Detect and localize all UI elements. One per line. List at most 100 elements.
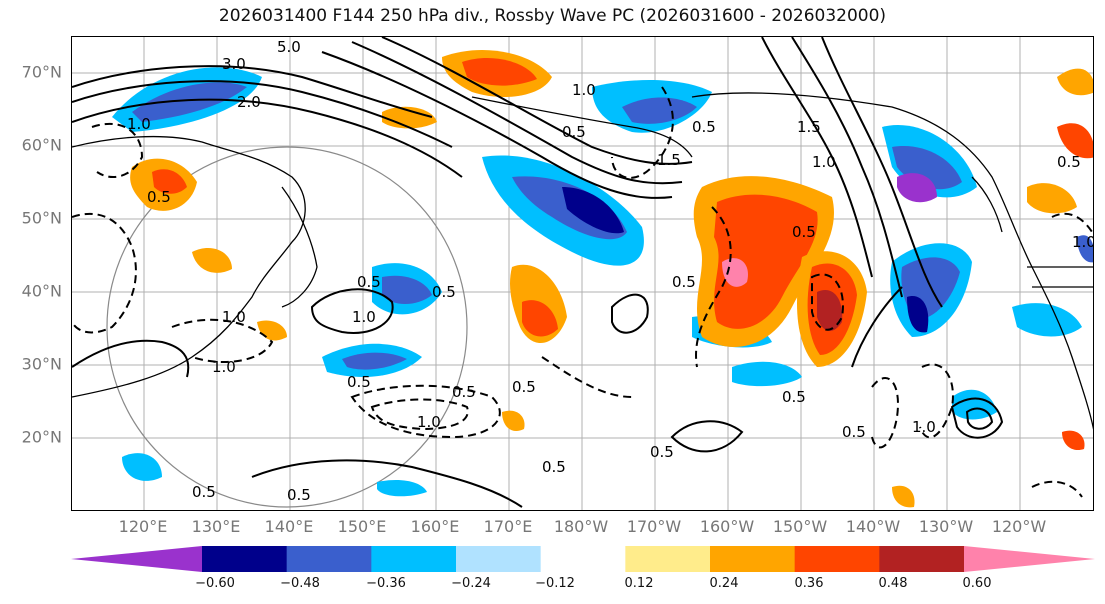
contour-label: 0.5 xyxy=(192,483,216,501)
contour-label: 1.5 xyxy=(797,118,821,136)
contour-label: 0.5 xyxy=(542,458,566,476)
fill-pos-korea xyxy=(192,248,232,273)
contour-dashed-ring-midpac xyxy=(350,384,501,439)
contour-label: 0.5 xyxy=(782,388,806,406)
lat-label-40n: 40°N xyxy=(21,281,62,301)
colorbar-segment xyxy=(540,546,626,572)
contour-label: 0.5 xyxy=(692,118,716,136)
lon-label-130e: 130°E xyxy=(191,517,241,536)
fill-pos-south-a xyxy=(502,410,525,432)
map-canvas: 5.0 3.0 2.0 1.0 0.5 1.5 0.5 1.0 0.5 0.5 … xyxy=(72,37,1094,510)
contour-solid-south-arc xyxy=(251,459,523,508)
border-us-canada xyxy=(1027,266,1093,288)
contour-dashed-central-pac xyxy=(695,206,732,368)
lat-label-30n: 30°N xyxy=(21,354,62,374)
contour-label: 1.0 xyxy=(212,358,236,376)
colorbar-segment xyxy=(202,546,288,572)
contour-dashed-bering xyxy=(611,86,674,179)
fill-neg-south-a xyxy=(377,480,427,497)
contour-label: 1.5 xyxy=(657,151,681,169)
contour-label: 1.0 xyxy=(352,308,376,326)
colorbar-segment xyxy=(710,546,796,572)
fill-pos-dateline-south-core xyxy=(522,300,558,337)
fill-pos-canada-east xyxy=(1057,123,1093,159)
colorbar-tick: 0.24 xyxy=(709,576,739,591)
colorbar-tick: 0.60 xyxy=(962,576,992,591)
divergence-positive-fill xyxy=(130,49,1093,508)
fill-pos-japan xyxy=(257,320,287,341)
contour-solid-ring-dateline xyxy=(611,293,649,334)
contour-solid-ring-midpac xyxy=(310,288,394,334)
lon-label-160w: 160°W xyxy=(699,517,755,536)
contour-label: 0.5 xyxy=(147,188,171,206)
fill-pos-canada xyxy=(1057,68,1093,96)
fill-neg-california xyxy=(1012,303,1082,337)
lon-label-140w: 140°W xyxy=(845,517,901,536)
contours-dashed xyxy=(72,86,1093,498)
fill-neg-bering-core xyxy=(622,97,697,124)
colorbar-tick: 0.12 xyxy=(624,576,654,591)
contour-solid-7 xyxy=(761,37,873,278)
contour-solid-1 xyxy=(72,65,433,118)
contour-label: 0.5 xyxy=(650,443,674,461)
contour-label: 1.0 xyxy=(1072,233,1094,251)
contour-label: 0.5 xyxy=(357,273,381,291)
colorbar-segment xyxy=(794,546,880,572)
coastline-bering xyxy=(471,96,693,158)
fill-pos-south-b xyxy=(892,485,915,508)
contour-label: 0.5 xyxy=(792,223,816,241)
contour-label: 1.0 xyxy=(812,153,836,171)
contour-label: 3.0 xyxy=(222,55,246,73)
lon-label-150w: 150°W xyxy=(772,517,828,536)
contour-label: 5.0 xyxy=(277,38,301,56)
fill-neg-south-b xyxy=(122,453,162,481)
colorbar-segment xyxy=(879,546,965,572)
fill-pos-south-c xyxy=(1062,430,1085,451)
contour-solid-2 xyxy=(72,80,453,148)
contour-dashed-korea xyxy=(171,318,274,363)
fill-neg-kamchatka-core xyxy=(132,82,247,122)
fill-pos-siberia-core xyxy=(462,58,537,86)
fill-neg-midpac-b-core xyxy=(342,352,407,370)
contour-label: 0.5 xyxy=(1057,153,1081,171)
contour-solid-ring-mexico-inner xyxy=(965,407,994,430)
lon-label-120w: 120°W xyxy=(991,517,1047,536)
lat-label-20n: 20°N xyxy=(21,427,62,447)
coastline-alaska-panhandle xyxy=(971,176,1003,233)
map-panel: 5.0 3.0 2.0 1.0 0.5 1.5 0.5 1.0 0.5 0.5 … xyxy=(71,36,1094,511)
colorbar-tick: 0.48 xyxy=(878,576,908,591)
contour-label: 0.5 xyxy=(842,423,866,441)
fill-neg-midpac-a-core xyxy=(382,275,432,304)
lat-label-50n: 50°N xyxy=(21,208,62,228)
contour-dashed-west-b xyxy=(91,122,144,178)
colorbar xyxy=(71,546,1095,572)
lon-label-180w: 180°W xyxy=(553,517,609,536)
contour-dashed-south-east xyxy=(1031,480,1083,498)
contour-dashed-dateline-south xyxy=(541,356,633,398)
fill-pos-okhotsk xyxy=(382,106,437,129)
fill-pos-ne-pacific-core xyxy=(817,290,843,332)
contour-solid-ring-south xyxy=(670,420,744,453)
lon-label-170w: 170°W xyxy=(626,517,682,536)
map-title: 2026031400 F144 250 hPa div., Rossby Wav… xyxy=(218,6,887,26)
contour-label: 0.5 xyxy=(432,283,456,301)
lat-label-60n: 60°N xyxy=(21,135,62,155)
fill-neg-gulf-alaska-core xyxy=(897,173,937,203)
contour-dashed-ring-ne-pac xyxy=(811,273,844,331)
contour-solid-6 xyxy=(381,37,693,165)
contour-label: 0.5 xyxy=(512,378,536,396)
lon-label-170e: 170°E xyxy=(483,517,533,536)
lon-label-130w: 130°W xyxy=(918,517,974,536)
contour-dashed-trough-a xyxy=(871,377,899,449)
colorbar-segment xyxy=(371,546,457,572)
colorbar-max-extend xyxy=(964,546,1095,572)
contour-label: 0.5 xyxy=(452,383,476,401)
contour-label: 1.0 xyxy=(417,413,441,431)
coastline-sakhalin-japan xyxy=(281,186,318,308)
contour-label: 1.0 xyxy=(912,418,936,436)
contour-solid-3 xyxy=(72,98,463,178)
contour-solid-4 xyxy=(321,51,673,199)
colorbar-segment xyxy=(456,546,542,572)
fill-pos-bc xyxy=(1027,183,1077,214)
fill-neg-east-edge xyxy=(1077,235,1093,263)
